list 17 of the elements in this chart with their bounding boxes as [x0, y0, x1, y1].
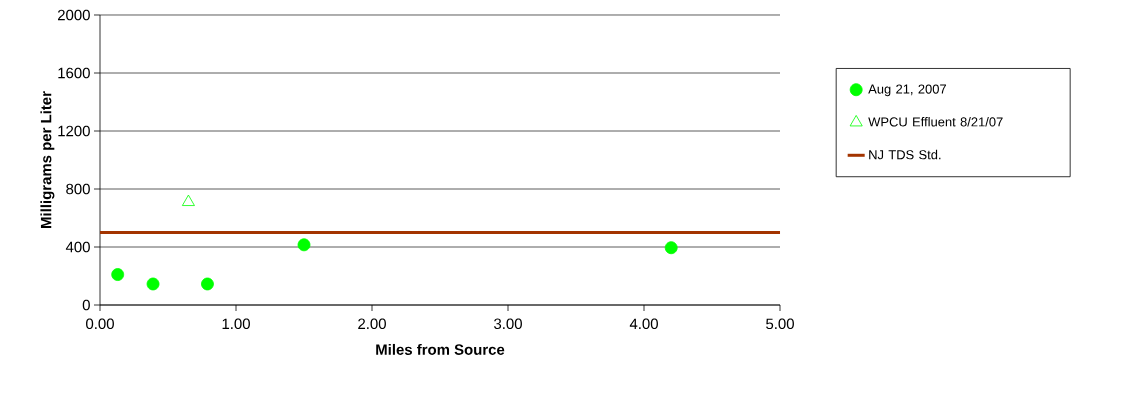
legend-label: WPCU Effluent 8/21/07 [868, 116, 1003, 127]
y-tick-label: 400 [65, 241, 90, 253]
x-tick-label: 4.00 [629, 318, 658, 330]
y-tick-label: 1200 [58, 125, 90, 137]
legend-label: NJ TDS Std. [869, 149, 941, 160]
y-tick-label: 0 [82, 299, 90, 311]
y-axis-title: Milligrams per Liter [40, 91, 55, 228]
x-axis-title: Miles from Source [376, 343, 505, 355]
y-tick-label: 1600 [58, 67, 90, 79]
y-tick-label: 800 [66, 183, 90, 195]
legend-label: Aug 21, 2007 [868, 84, 946, 97]
x-tick-label: 3.00 [494, 318, 522, 330]
x-tick-label: 1.00 [222, 318, 250, 330]
x-tick-label: 5.00 [766, 318, 794, 330]
x-tick-label: 0.00 [86, 318, 114, 330]
y-tick-label: 2000 [57, 9, 90, 21]
x-tick-label: 2.00 [358, 318, 386, 330]
